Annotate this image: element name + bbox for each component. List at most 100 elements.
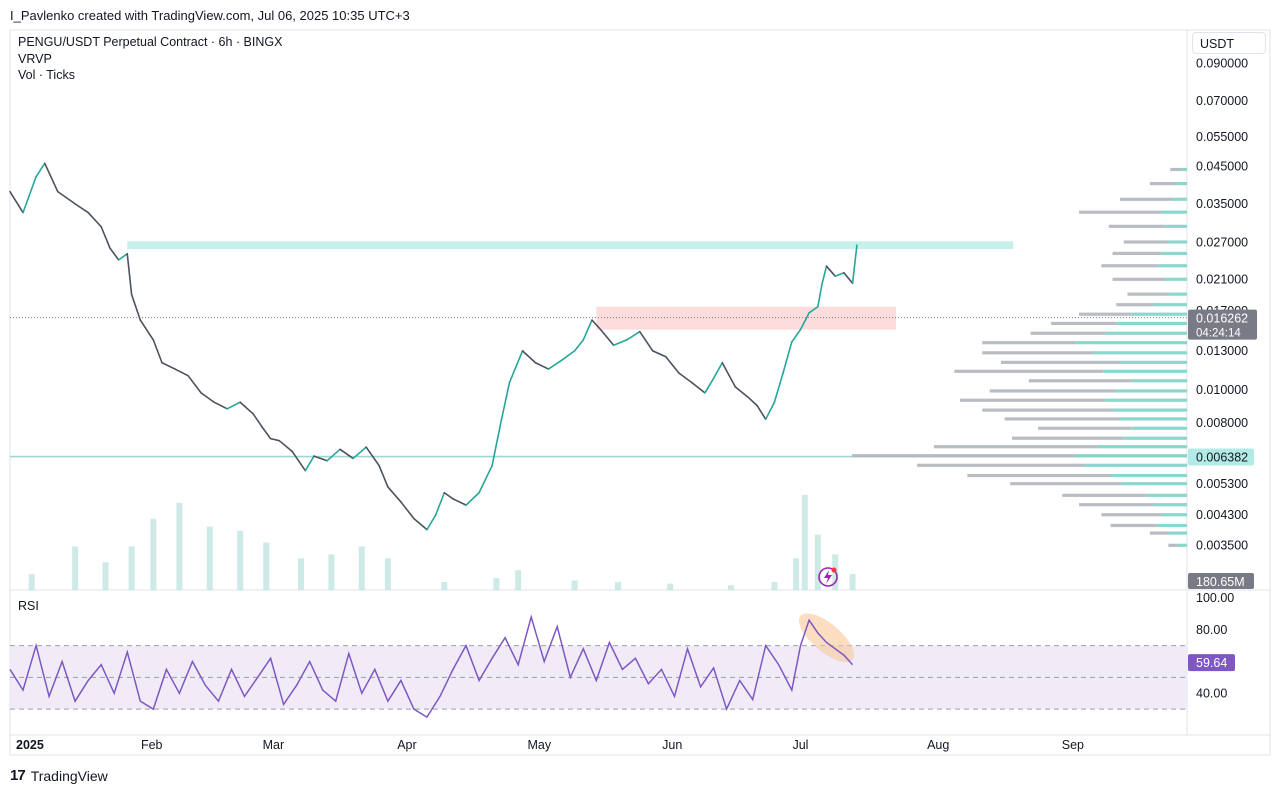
vrvp-legend[interactable]: VRVP <box>18 52 52 66</box>
vrvp-up-bar <box>1112 408 1187 412</box>
time-tick-label: Apr <box>397 738 416 752</box>
price-segment <box>443 491 454 500</box>
price-segment <box>560 350 576 362</box>
resistance-zone <box>127 241 1014 250</box>
price-segment <box>174 368 189 377</box>
volume-bar <box>571 580 578 590</box>
price-segment <box>825 265 837 277</box>
volume-bar <box>441 582 448 590</box>
price-segment <box>821 265 828 285</box>
bar-countdown-label: 04:24:14 <box>1196 328 1241 340</box>
price-segment <box>117 253 129 261</box>
price-segment <box>704 377 715 394</box>
vrvp-down-bar <box>989 389 1117 393</box>
volume-bar <box>801 495 808 590</box>
price-segment <box>691 381 706 394</box>
vrvp-up-bar <box>1084 463 1187 467</box>
vrvp-up-bar <box>1112 473 1187 478</box>
time-tick-label: Feb <box>141 738 163 752</box>
price-segment <box>747 396 758 407</box>
price-segment <box>508 350 524 384</box>
vrvp-up-bar <box>1131 426 1187 430</box>
vrvp-down-bar <box>1170 167 1182 172</box>
price-segment <box>269 437 281 442</box>
price-segment <box>665 355 680 374</box>
vrvp-up-bar <box>1116 321 1187 326</box>
price-segment <box>387 486 402 503</box>
volume-bar <box>150 518 157 590</box>
vrvp-up-bar <box>1121 482 1187 486</box>
vrvp-up-bar <box>1075 341 1187 345</box>
price-segment <box>465 491 480 506</box>
price-segment <box>756 404 767 421</box>
rsi-value-badge <box>1188 654 1235 672</box>
time-tick-label: 2025 <box>16 738 44 752</box>
price-segment <box>413 517 428 531</box>
vrvp-up-bar <box>1075 454 1187 458</box>
vrvp-down-bar <box>1012 436 1124 440</box>
price-tick-label: 0.035000 <box>1196 197 1248 211</box>
vrvp-up-bar <box>1153 303 1187 307</box>
price-segment <box>452 498 467 506</box>
tradingview-name: TradingView <box>30 767 108 784</box>
vrvp-up-bar <box>1181 167 1187 172</box>
price-segment <box>790 328 802 343</box>
volume-bar <box>263 542 270 590</box>
volume-bar <box>176 502 183 590</box>
price-tick-label: 0.027000 <box>1196 235 1248 249</box>
vrvp-down-bar <box>982 351 1094 355</box>
vrvp-up-bar <box>1103 369 1187 373</box>
vrvp-down-bar <box>1116 303 1154 307</box>
price-segment <box>304 455 315 472</box>
volume-legend[interactable]: Vol · Ticks <box>18 68 75 82</box>
currency-selector[interactable]: USDT <box>1192 32 1266 54</box>
vrvp-down-bar <box>1004 417 1120 421</box>
vrvp-up-bar <box>1157 264 1187 268</box>
price-segment <box>478 464 493 494</box>
time-tick-label: Mar <box>263 738 285 752</box>
price-segment <box>130 293 142 321</box>
price-segment <box>9 190 24 214</box>
price-segment <box>187 374 202 394</box>
vrvp-up-bar <box>1175 182 1187 186</box>
price-segment <box>808 305 819 314</box>
vrvp-down-bar <box>1079 503 1154 507</box>
vrvp-down-bar <box>1112 251 1161 256</box>
volume-value-label: 180.65M <box>1196 575 1245 589</box>
tradingview-logo-icon: 17 <box>10 767 26 784</box>
vrvp-down-bar <box>1062 493 1147 497</box>
price-segment <box>851 244 858 285</box>
vrvp-down-bar <box>1101 264 1158 268</box>
vrvp-down-bar <box>954 369 1104 373</box>
time-tick-label: Jul <box>792 738 808 752</box>
vrvp-down-bar <box>1028 379 1132 383</box>
price-segment <box>734 386 750 399</box>
vrvp-down-bar <box>1051 321 1117 326</box>
price-segment <box>521 350 537 364</box>
price-segment <box>291 450 307 472</box>
vrvp-up-bar <box>1164 224 1187 228</box>
volume-bar <box>297 558 304 590</box>
price-tick-label: 0.010000 <box>1196 383 1248 397</box>
price-segment <box>612 339 628 347</box>
vrvp-down-bar <box>967 473 1113 478</box>
vrvp-down-bar <box>1079 312 1132 316</box>
vrvp-up-bar <box>1168 292 1187 296</box>
price-segment <box>625 330 641 341</box>
vrvp-up-bar <box>1146 493 1187 497</box>
vrvp-up-bar <box>1160 513 1187 517</box>
current-price-badge <box>1188 309 1257 340</box>
supply-zone <box>596 306 897 330</box>
vrvp-down-bar <box>933 445 1098 449</box>
time-tick-label: Sep <box>1062 738 1084 752</box>
volume-bar <box>102 562 109 590</box>
vrvp-up-bar <box>1153 503 1187 507</box>
rsi-value-label: 59.64 <box>1196 656 1227 670</box>
rsi-legend[interactable]: RSI <box>18 599 39 613</box>
price-segment <box>252 413 263 428</box>
vrvp-up-bar <box>1097 445 1187 449</box>
symbol-legend[interactable]: PENGU/USDT Perpetual Contract · 6h · BIN… <box>18 35 283 49</box>
volume-bar <box>384 558 391 590</box>
volume-bar <box>206 526 213 590</box>
